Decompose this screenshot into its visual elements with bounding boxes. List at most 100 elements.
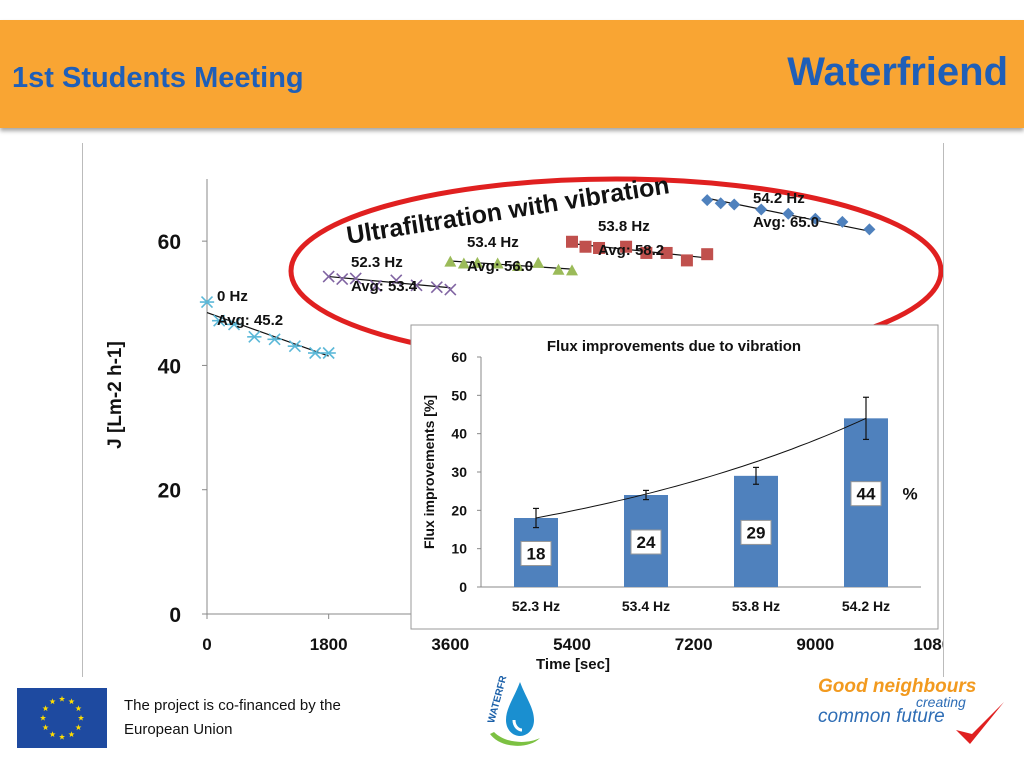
marker-triangle [532,256,545,268]
inset-bar-chart: Flux improvements due to vibration 0 10 20 3… [410,324,939,630]
marker-triangle [491,257,504,269]
inset-y-axis-title: Flux improvements [%] [421,395,437,549]
marker-diamond [701,194,714,207]
y-tick-label: 60 [158,231,181,254]
y-tick-label: 20 [158,480,181,503]
marker-asterisk [267,333,282,346]
marker-diamond [809,212,822,225]
y-tick-label: 40 [158,355,181,378]
marker-stroke [410,279,423,292]
eu-star [39,714,47,721]
eu-star [42,705,49,712]
project-title: Waterfriend [787,50,1008,94]
eu-star [75,705,82,712]
eu-star [49,731,56,738]
eu-flag-icon [17,688,107,748]
inset-y-tick-label: 0 [459,579,467,595]
series-53-8-hz [566,235,714,267]
marker-square [640,246,653,259]
chart-panel: 0 20 40 60 0 1800 3600 5400 7200 9000 10800 Time [s… [82,143,961,677]
eu-star [75,724,82,731]
inset-y-tick-label: 10 [451,541,467,557]
marker-asterisk [199,295,215,309]
marker-x [369,279,383,292]
bar-data-label: 18 [527,545,546,564]
marker-diamond [782,207,795,220]
x-tick-label: 7200 [675,635,713,654]
marker-stroke [430,281,443,294]
meeting-title: 1st Students Meeting [12,62,304,94]
waterfriend-logo-text: WATERFR [486,676,509,725]
marker-x [444,283,457,296]
marker-stroke [349,272,362,285]
inset-y-tick-label: 50 [451,387,467,403]
marker-stroke [444,283,457,296]
marker-x [349,272,362,285]
marker-square [660,246,673,259]
checkmark-icon [956,702,1004,744]
marker-asterisk [287,340,303,353]
bar-data-label: 44 [857,485,876,504]
marker-x [430,281,443,294]
marker-square [593,241,606,254]
waterfriend-logo: WATERFR [484,674,544,754]
error-bar [753,466,759,485]
marker-asterisk [247,330,262,343]
bar-data-label: 24 [637,533,656,552]
marker-diamond [863,223,876,236]
series-52-3-hz [322,270,457,296]
inset-trend-line [535,417,867,519]
inset-y-tick-label: 20 [451,502,467,518]
trend-line [328,275,451,289]
marker-stroke [369,279,383,292]
x-tick-label: 1800 [310,635,348,654]
marker-diamond [755,203,768,216]
eu-star [68,698,75,705]
series-label-name: 0 Hz [217,288,248,305]
x-tick-label: 10800 [913,635,943,654]
eu-star [77,714,85,721]
bar-data-label-box [740,519,772,545]
eu-star [68,731,75,738]
y-axis-title: J [Lm-2 h-1] [105,341,126,449]
marker-triangle [566,264,578,276]
marker-x [336,272,349,286]
series-53-4-hz [444,255,578,276]
marker-asterisk [321,346,336,360]
series-label-avg: Avg: 58.2 [598,242,664,259]
header-banner: 1st Students Meeting Waterfriend [0,20,1024,128]
inset-x-tick-label: 54.2 Hz [842,598,890,614]
main-series [199,194,876,360]
eu-star [49,698,56,705]
eu-star [42,724,49,731]
bar-unit-label: % [902,485,917,504]
inset-x-tick-label: 53.8 Hz [732,598,780,614]
x-tick-label: 3600 [431,635,469,654]
marker-diamond [836,215,849,228]
bar-data-label-box [520,541,552,566]
marker-stroke [322,270,335,283]
marker-asterisk [307,346,323,360]
chart-svg: 0 20 40 60 0 1800 3600 5400 7200 9000 10800 Time [s… [105,171,961,673]
inset-title: Flux improvements due to vibration [547,338,801,355]
x-tick-label: 5400 [553,635,591,654]
inset-x-tick-label: 52.3 Hz [512,598,560,614]
trend-line [450,260,573,270]
y-tick-label: 0 [169,604,181,627]
series-label-name: 53.4 Hz [467,234,519,251]
marker-asterisk [212,314,227,327]
x-tick-label: 0 [202,635,211,654]
marker-diamond [714,197,727,210]
marker-x [410,279,423,292]
marker-triangle [457,257,470,269]
marker-triangle [511,260,524,271]
cofinance-text: The project is co-financed by the Europe… [124,694,414,742]
marker-asterisk [226,318,242,331]
marker-square [620,240,633,253]
x-axis-title: Time [sec] [536,656,610,673]
marker-triangle [552,263,565,275]
eu-star [58,695,66,702]
inset-y-tick-label: 30 [451,464,467,480]
series-label-name: 53.8 Hz [598,218,650,235]
series-label-avg: Avg: 53.4 [351,278,418,295]
